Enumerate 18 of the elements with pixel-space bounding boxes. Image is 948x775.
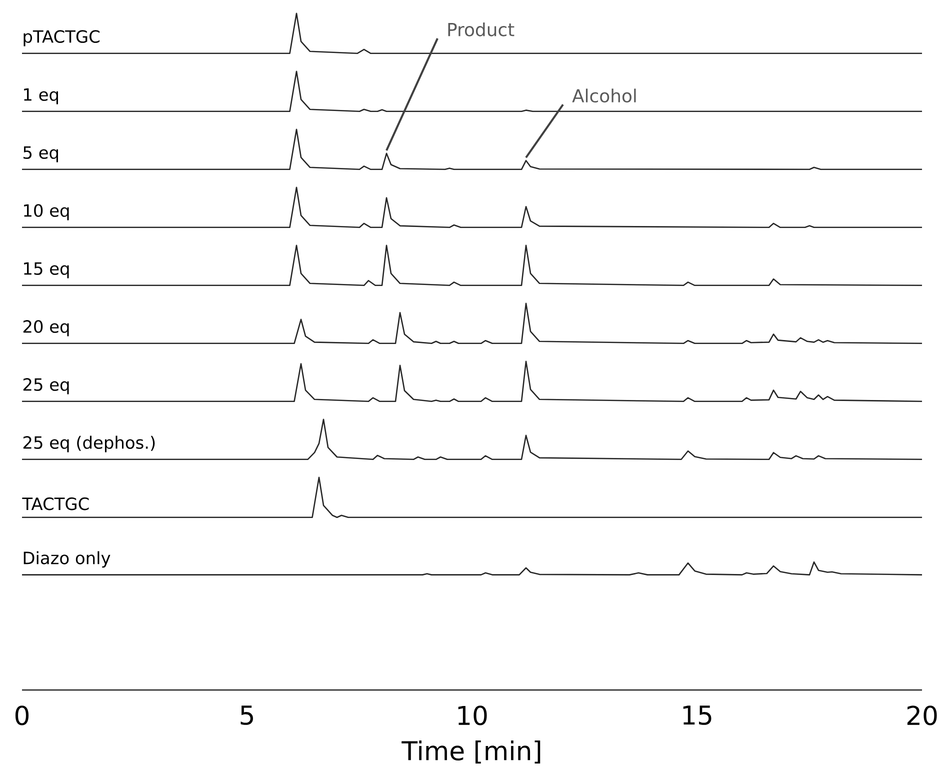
text: 20 eq	[23, 320, 69, 336]
x-tick-label: 10	[458, 706, 487, 726]
x-tick-label: 15	[683, 706, 712, 725]
text: 10 eq	[24, 204, 69, 220]
text: pTACTGC	[24, 30, 100, 46]
chart-title: Diazo only	[24, 551, 110, 568]
x-tick-label: 5	[240, 706, 253, 725]
text: 25 eq (dephos.)	[23, 436, 155, 452]
x-axis-title: Time [min]	[402, 740, 540, 764]
x-tick-label: 20	[907, 706, 937, 726]
annotation: Alcohol	[572, 88, 636, 103]
text: 5 eq	[24, 146, 58, 162]
text: 25 eq	[23, 378, 69, 394]
text: 1 eq	[24, 88, 58, 104]
text: 15 eq	[24, 262, 69, 278]
annotation: Product	[448, 22, 514, 36]
text: TACTGC	[22, 497, 89, 510]
x-tick-label: 0	[15, 706, 29, 726]
